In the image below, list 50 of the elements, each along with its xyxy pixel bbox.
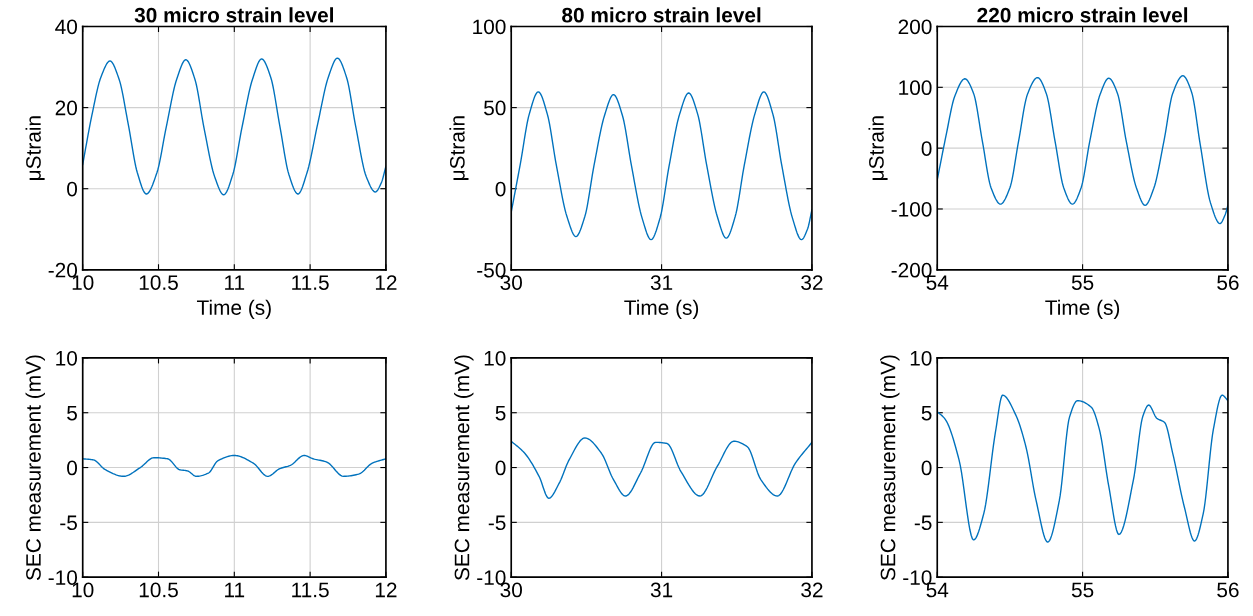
x-tick-label: 11.5 (292, 582, 329, 598)
y-tick-label: -5 (488, 515, 506, 531)
y-tick-label: 100 (899, 80, 932, 96)
x-axis-title: Time (s) (196, 299, 271, 320)
y-axis-title: μStrain (449, 116, 469, 180)
y-tick-label: -5 (60, 515, 77, 531)
y-tick-label: 100 (473, 19, 506, 35)
chart-title: 220 micro strain level (977, 7, 1188, 23)
x-tick-label: 32 (801, 275, 823, 290)
y-tick-label: 5 (495, 405, 506, 421)
x-tick-label: 55 (1071, 582, 1094, 598)
x-tick-label: 31 (650, 582, 673, 598)
y-tick-label: 20 (55, 100, 78, 116)
x-tick-label: 32 (801, 582, 823, 598)
x-tick-label: 11 (225, 275, 245, 290)
y-axis-title: μStrain (868, 116, 888, 180)
chart-title: 30 micro strain level (134, 7, 334, 23)
y-tick-label: 200 (898, 19, 932, 35)
x-tick-label: 55 (1071, 275, 1094, 290)
y-tick-label: 0 (495, 460, 506, 476)
x-tick-label: 56 (1217, 582, 1239, 598)
chart-title: 80 micro strain level (562, 7, 761, 23)
x-axis-title: Time (s) (1045, 299, 1120, 320)
x-tick-label: 31 (650, 275, 673, 290)
y-tick-label: 0 (495, 181, 506, 197)
y-tick-label: 50 (484, 100, 506, 116)
x-tick-label: 12 (375, 275, 397, 290)
y-tick-label: 10 (484, 350, 506, 366)
y-tick-label: 40 (55, 19, 78, 35)
y-axis-title: SEC measurement (mV) (880, 355, 900, 581)
x-tick-label: 12 (375, 582, 397, 598)
y-tick-label: 5 (921, 405, 932, 421)
y-axis-title: SEC measurement (mV) (454, 355, 474, 581)
x-tick-label: 11 (225, 582, 245, 598)
y-tick-label: -100 (891, 201, 932, 217)
x-tick-label: 11.5 (292, 275, 329, 290)
y-tick-label: -5 (914, 515, 932, 531)
y-axis-title: μStrain (25, 116, 45, 180)
y-tick-label: 5 (67, 405, 77, 421)
x-tick-label: 56 (1217, 275, 1239, 290)
y-tick-label: 0 (921, 460, 932, 476)
y-axis-title: SEC measurement (mV) (25, 355, 45, 581)
y-tick-label: 0 (921, 141, 932, 156)
y-tick-label: 0 (67, 181, 78, 197)
x-tick-label: 10.5 (139, 275, 178, 290)
x-tick-label: 10.5 (139, 582, 178, 598)
y-tick-label: 10 (56, 350, 78, 366)
y-tick-label: 0 (67, 460, 78, 476)
y-tick-label: 10 (910, 350, 932, 366)
x-axis-title: Time (s) (624, 299, 699, 320)
